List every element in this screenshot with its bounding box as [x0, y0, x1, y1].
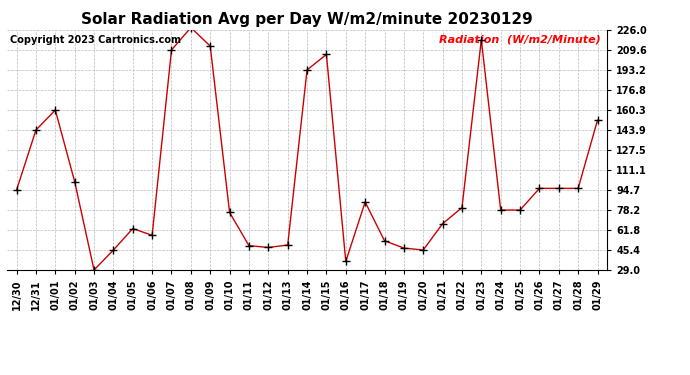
Point — [340, 258, 351, 264]
Point — [282, 242, 293, 248]
Point — [534, 185, 545, 191]
Point — [69, 178, 80, 184]
Point — [88, 267, 99, 273]
Point — [30, 127, 41, 133]
Point — [495, 207, 506, 213]
Point — [457, 205, 468, 211]
Point — [11, 187, 22, 193]
Title: Solar Radiation Avg per Day W/m2/minute 20230129: Solar Radiation Avg per Day W/m2/minute … — [81, 12, 533, 27]
Point — [379, 238, 390, 244]
Point — [108, 247, 119, 253]
Point — [573, 185, 584, 191]
Point — [166, 47, 177, 53]
Point — [321, 51, 332, 57]
Point — [263, 244, 274, 250]
Point — [437, 221, 448, 227]
Point — [359, 199, 371, 205]
Point — [476, 37, 487, 43]
Text: Copyright 2023 Cartronics.com: Copyright 2023 Cartronics.com — [10, 35, 181, 45]
Point — [592, 117, 603, 123]
Point — [417, 247, 428, 253]
Point — [398, 245, 409, 251]
Point — [302, 67, 313, 73]
Point — [205, 43, 216, 49]
Point — [224, 210, 235, 216]
Point — [515, 207, 526, 213]
Point — [244, 243, 255, 249]
Point — [127, 226, 138, 232]
Text: Radiation  (W/m2/Minute): Radiation (W/m2/Minute) — [440, 35, 601, 45]
Point — [146, 232, 157, 238]
Point — [553, 185, 564, 191]
Point — [186, 25, 197, 31]
Point — [50, 107, 61, 113]
